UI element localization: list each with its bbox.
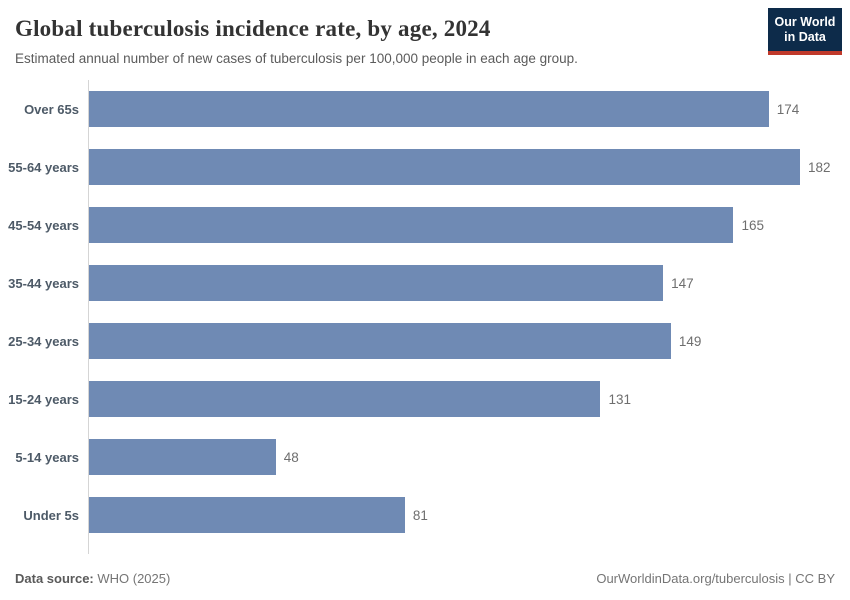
bar-row: 55-64 years 182 [0,138,850,196]
category-label: 45-54 years [8,217,79,233]
bar-rows-container: Over 65s 174 55-64 years 182 45-54 years 165 3… [0,80,850,544]
category-label: Over 65s [24,101,79,117]
bar [88,91,769,127]
bar [88,439,276,475]
chart-subtitle: Estimated annual number of new cases of … [15,51,578,66]
bar-row: 45-54 years 165 [0,196,850,254]
attribution: OurWorldinData.org/tuberculosis | CC BY [596,571,835,586]
category-label: 5-14 years [15,449,79,465]
bar-row: 15-24 years 131 [0,370,850,428]
value-label: 182 [808,159,831,175]
value-label: 174 [776,101,800,117]
bar-row: 35-44 years 147 [0,254,850,312]
bar [88,323,671,359]
value-label: 48 [283,449,299,465]
bar-track: 48 [88,439,800,475]
bar-row: Under 5s 81 [0,486,850,544]
bar [88,207,734,243]
category-label: 35-44 years [8,275,79,291]
bar-row: 5-14 years 48 [0,428,850,486]
bar-chart: Over 65s 174 55-64 years 182 45-54 years 165 3… [0,80,850,554]
bar-track: 182 [88,149,831,185]
bar [88,381,601,417]
data-source-label: Data source: [15,571,94,586]
bar [88,265,664,301]
page-title: Global tuberculosis incidence rate, by a… [15,16,491,41]
value-label: 149 [678,333,702,349]
owid-logo-line2: in Data [784,30,826,44]
bar [88,149,800,185]
category-label: 15-24 years [8,391,79,407]
bar-track: 165 [88,207,800,243]
value-label: 131 [608,391,631,407]
category-label: 55-64 years [8,159,79,175]
data-source: Data source: WHO (2025) [15,571,170,586]
category-label: Under 5s [23,507,79,523]
chart-header: Global tuberculosis incidence rate, by a… [0,0,850,66]
value-label: 81 [412,507,428,523]
chart-footer: Data source: WHO (2025) OurWorldinData.o… [15,571,835,586]
bar-track: 149 [88,323,800,359]
bar-track: 81 [88,497,800,533]
category-label: 25-34 years [8,333,79,349]
y-axis-line [88,80,89,554]
chart-page: Global tuberculosis incidence rate, by a… [0,0,850,586]
bar-track: 131 [88,381,800,417]
data-source-value: WHO (2025) [93,571,171,586]
value-label: 147 [671,275,694,291]
bar-track: 174 [88,91,800,127]
bar-track: 147 [88,265,800,301]
value-label: 165 [741,217,765,233]
owid-logo: Our World in Data [768,8,842,55]
bar-row: 25-34 years 149 [0,312,850,370]
bar [88,497,405,533]
owid-logo-line1: Our World [774,15,836,29]
bar-row: Over 65s 174 [0,80,850,138]
